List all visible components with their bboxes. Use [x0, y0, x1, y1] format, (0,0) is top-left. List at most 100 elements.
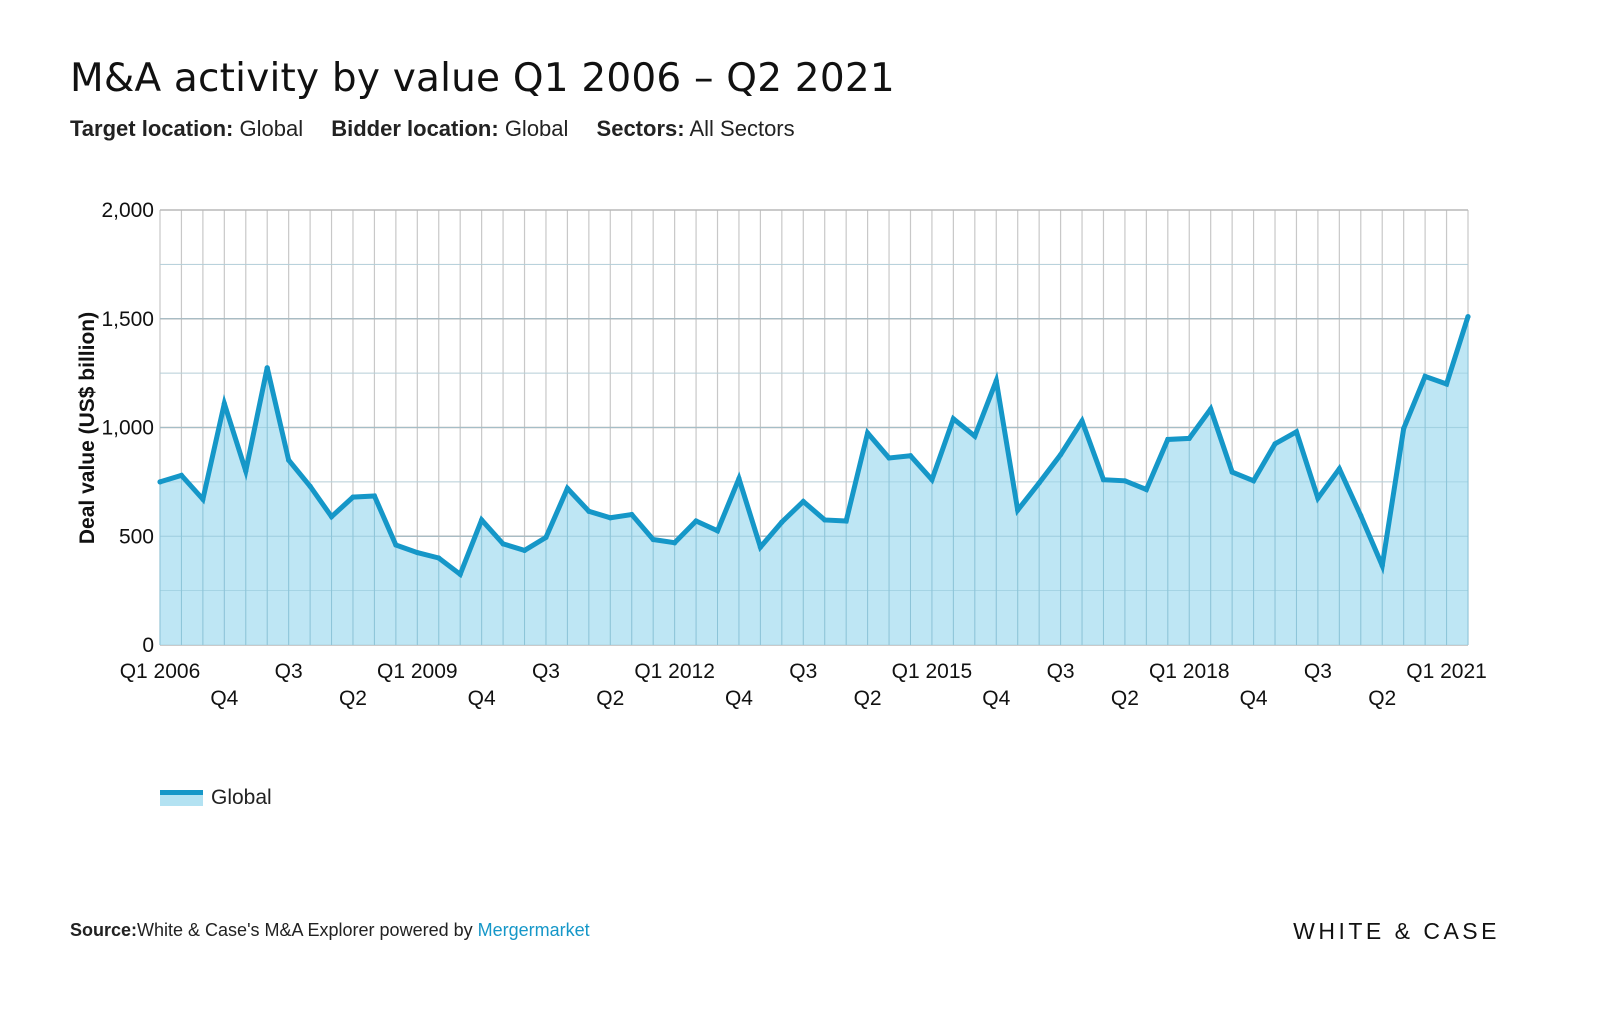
data-point — [1422, 373, 1428, 379]
data-point — [607, 515, 613, 521]
data-point — [865, 430, 871, 436]
filter-value: Global — [239, 116, 304, 141]
x-axis-ticks: Q1 2006 Q4 Q3 Q2 Q1 2009 Q4 Q3 Q2 Q1 2012 Q4 Q3 Q2 Q… — [120, 660, 1487, 710]
data-point — [1315, 495, 1321, 501]
legend-swatch — [160, 790, 203, 806]
filter-summary: Target location: Global Bidder location:… — [70, 116, 817, 142]
data-point — [757, 544, 763, 550]
data-point — [264, 365, 270, 371]
source-note: Source:White & Case's M&A Explorer power… — [70, 920, 590, 941]
brand-logo: WHITE & CASE — [1293, 918, 1500, 944]
data-point — [479, 517, 485, 523]
x-tick-label: Q4 — [468, 687, 496, 710]
data-point — [243, 468, 249, 474]
data-point — [1036, 480, 1042, 486]
source-text: White & Case's M&A Explorer powered by — [137, 920, 478, 940]
data-point — [929, 477, 935, 483]
data-point — [371, 493, 378, 499]
filter-label: Bidder location: — [331, 116, 499, 141]
data-point — [157, 479, 163, 485]
data-point — [1143, 486, 1149, 493]
y-tick-label: 0 — [142, 634, 154, 657]
data-point — [1336, 466, 1342, 472]
x-tick-label: Q3 — [789, 660, 817, 683]
data-point — [886, 455, 892, 461]
data-point — [1229, 469, 1235, 475]
x-tick-label: Q2 — [1111, 687, 1139, 710]
data-point — [1100, 477, 1107, 483]
data-point — [843, 518, 849, 524]
data-point — [950, 416, 956, 422]
data-point — [350, 494, 356, 500]
data-point — [393, 542, 399, 548]
x-tick-label: Q3 — [275, 660, 303, 683]
series-area-global — [160, 316, 1468, 645]
data-point — [1379, 563, 1385, 569]
data-point — [1250, 478, 1257, 484]
data-point — [221, 400, 227, 407]
chart-title: M&A activity by value Q1 2006 – Q2 2021 — [70, 56, 895, 101]
data-point — [800, 498, 806, 505]
x-tick-label: Q1 2006 — [120, 660, 201, 683]
legend-label: Global — [211, 786, 272, 809]
data-point — [972, 433, 978, 439]
data-point — [521, 547, 528, 553]
data-point — [1465, 313, 1471, 320]
filter-value: All Sectors — [689, 116, 795, 141]
filter-label: Target location: — [70, 116, 234, 141]
x-tick-label: Q3 — [1304, 660, 1332, 683]
data-point — [993, 378, 999, 384]
data-point — [693, 518, 699, 524]
source-label: Source: — [70, 920, 138, 940]
data-point — [714, 528, 721, 534]
filter-label: Sectors: — [596, 116, 685, 141]
data-point — [1079, 418, 1085, 424]
data-points — [157, 313, 1471, 577]
series-line-global — [159, 315, 1471, 579]
x-tick-label: Q2 — [339, 687, 367, 710]
x-tick-label: Q4 — [210, 687, 238, 710]
x-tick-label: Q1 2009 — [377, 660, 458, 683]
y-tick-label: 500 — [119, 525, 154, 548]
x-tick-label: Q3 — [1047, 660, 1075, 683]
x-tick-label: Q1 2012 — [634, 660, 715, 683]
filter-bidder-location: Bidder location: Global — [331, 116, 568, 141]
data-point — [1272, 441, 1278, 447]
data-point — [1401, 425, 1407, 432]
data-point — [414, 549, 420, 556]
y-tick-label: 1,500 — [101, 308, 154, 331]
data-point — [1186, 435, 1192, 441]
data-point — [286, 457, 292, 463]
data-point — [1443, 381, 1450, 387]
x-tick-label: Q4 — [725, 687, 753, 710]
y-tick-label: 2,000 — [101, 199, 154, 222]
source-link[interactable]: Mergermarket — [477, 920, 590, 940]
filter-value: Global — [504, 116, 569, 141]
data-point — [1015, 507, 1021, 513]
filter-target-location: Target location: Global — [70, 116, 303, 141]
x-tick-label: Q1 2015 — [892, 660, 973, 683]
data-point — [328, 514, 335, 520]
y-axis-label: Deal value (US$ billion) — [76, 312, 99, 544]
data-point — [1358, 512, 1364, 519]
data-point — [457, 571, 463, 577]
y-tick-label: 1,000 — [101, 417, 154, 440]
grid-overlay — [159, 263, 1469, 645]
y-axis-ticks: 0 500 1,000 1,500 2,000 — [101, 199, 154, 657]
data-point — [779, 519, 785, 525]
data-point — [436, 555, 442, 561]
data-point — [1165, 436, 1171, 443]
filter-sectors: Sectors: All Sectors — [597, 116, 795, 141]
x-tick-label: Q4 — [1240, 687, 1268, 710]
legend: Global — [160, 786, 272, 810]
data-point — [178, 472, 185, 478]
data-point — [307, 483, 313, 489]
data-point — [1208, 406, 1214, 412]
data-point — [1057, 452, 1064, 458]
data-point — [1122, 478, 1128, 484]
data-point — [822, 517, 828, 523]
x-tick-label: Q3 — [532, 660, 560, 683]
data-point — [736, 476, 742, 482]
x-tick-label: Q2 — [596, 687, 624, 710]
data-point — [629, 511, 635, 518]
